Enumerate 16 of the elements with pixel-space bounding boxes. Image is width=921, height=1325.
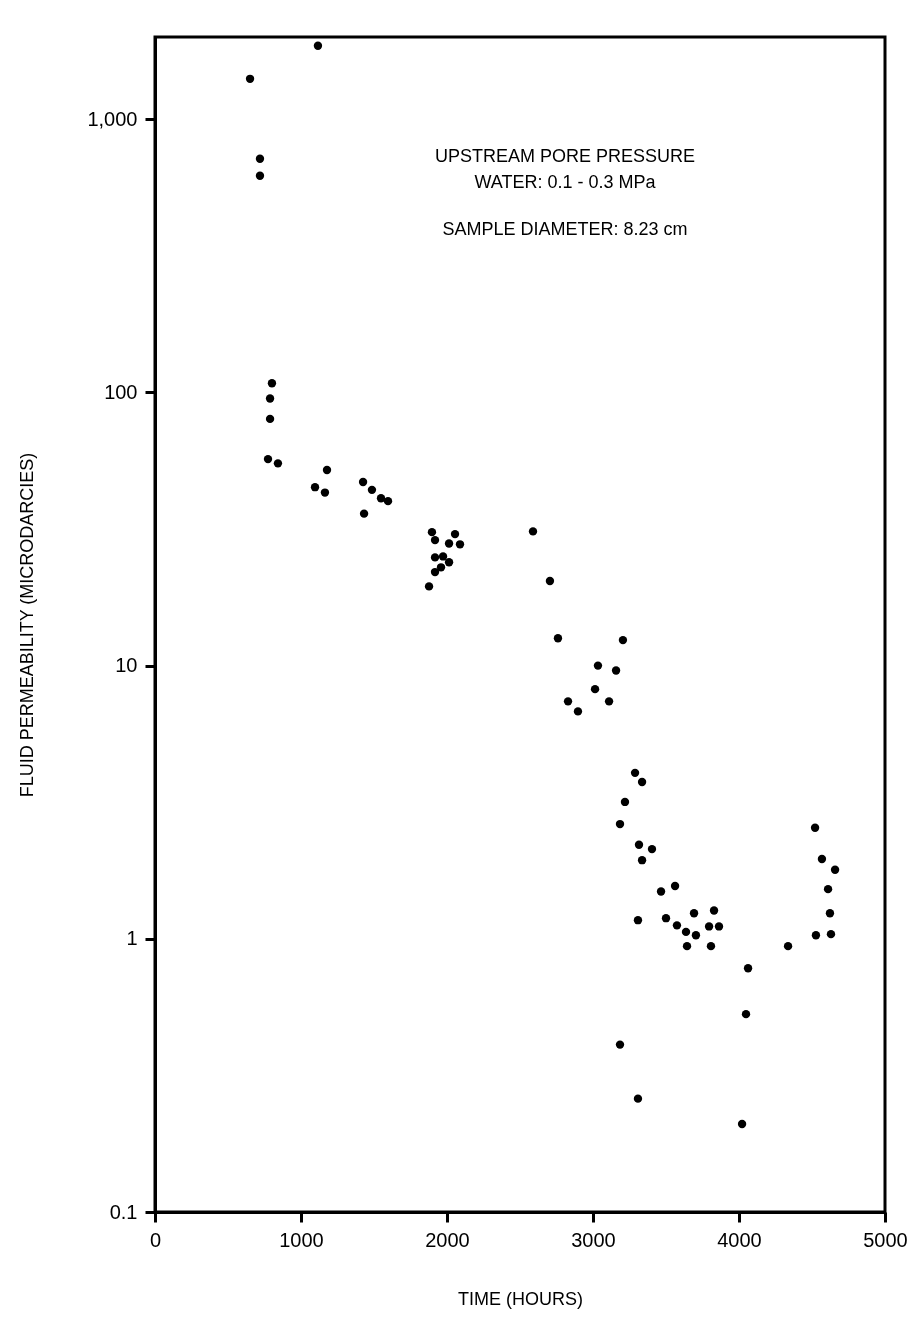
y-tick-label: 1 [126, 927, 138, 950]
x-tick-label: 5000 [863, 1228, 908, 1251]
y-tick-label: 0.1 [109, 1200, 138, 1223]
x-tick-label: 1000 [279, 1228, 324, 1251]
x-tick-label: 0 [149, 1228, 162, 1251]
y-axis-title: FLUID PERMEABILITY (MICRODARCIES) [17, 452, 38, 798]
annotation: WATER: 0.1 - 0.3 MPa [474, 172, 657, 192]
annotation: UPSTREAM PORE PRESSURE [434, 146, 696, 166]
annotation: SAMPLE DIAMETER: 8.23 cm [442, 219, 688, 239]
y-tick-label: 1,000 [87, 107, 138, 130]
y-tick-label: 10 [115, 654, 138, 677]
x-axis-title: TIME (HOURS) [458, 1288, 583, 1309]
y-tick-label: 100 [104, 380, 138, 403]
x-tick-label: 3000 [571, 1228, 616, 1251]
x-tick-label: 2000 [425, 1228, 470, 1251]
x-tick-label: 4000 [717, 1228, 762, 1251]
